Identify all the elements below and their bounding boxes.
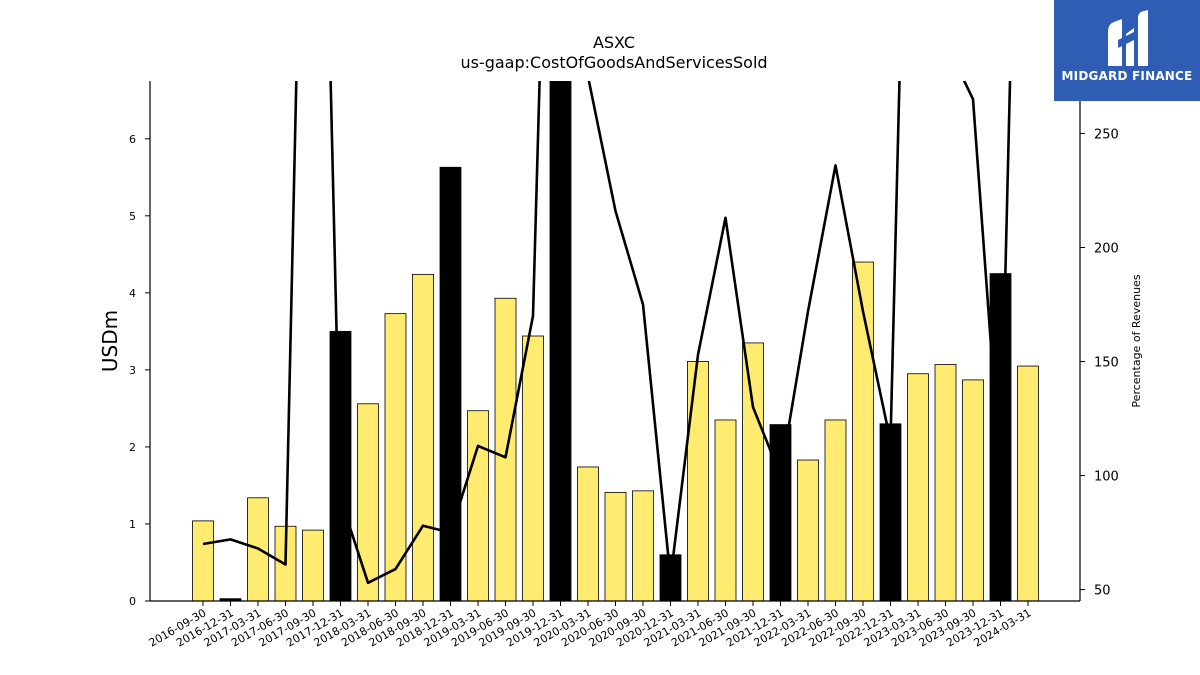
bar-2023-06-30: [934, 364, 957, 601]
midgard-logo-icon: [1108, 10, 1148, 66]
bar-2018-03-31: [357, 403, 379, 601]
y-tick-label: 3: [129, 364, 136, 377]
bar-2022-06-30: [824, 419, 847, 601]
y-tick-label: 6: [129, 133, 136, 146]
y-axis-label: USDm: [98, 310, 122, 372]
y-axis-right-label: Percentage of Revenues: [1130, 274, 1143, 407]
bar-2018-12-31: [439, 166, 462, 601]
bar-2020-06-30: [604, 491, 627, 601]
bar-series: [192, 81, 1039, 601]
y-tick-label: 2: [129, 441, 136, 454]
y-right-tick-label: 250: [1094, 127, 1119, 142]
chart-subtitle: us-gaap:CostOfGoodsAndServicesSold: [460, 53, 767, 72]
bar-2021-06-30: [714, 419, 737, 601]
bar-2020-03-31: [577, 466, 599, 601]
bar-2016-12-31: [219, 598, 242, 601]
bar-2019-09-30: [522, 335, 544, 601]
chart-title: ASXC: [593, 33, 635, 52]
y-tick-label: 5: [129, 210, 136, 223]
y-tick-label: 4: [129, 287, 136, 300]
bar-2021-09-30: [742, 342, 764, 601]
y-tick-label: 1: [129, 518, 136, 531]
bar-2022-03-31: [797, 459, 819, 601]
bar-2019-12-31: [549, 81, 572, 601]
midgard-finance-logo: MIDGARD FINANCE: [1054, 0, 1200, 101]
bar-2018-09-30: [412, 273, 434, 601]
y-right-tick-label: 50: [1094, 584, 1111, 599]
logo-text: MIDGARD FINANCE: [1061, 69, 1193, 83]
bar-2016-09-30: [192, 520, 214, 601]
bar-2023-09-30: [962, 379, 984, 601]
bar-2022-09-30: [852, 261, 874, 601]
y-right-tick-label: 100: [1094, 470, 1119, 485]
bar-2023-03-31: [907, 373, 929, 601]
bar-2017-09-30: [302, 529, 324, 601]
bar-2018-06-30: [384, 313, 407, 601]
bar-2022-12-31: [879, 423, 902, 601]
y-tick-label: 0: [129, 595, 136, 608]
y-right-tick-label: 150: [1094, 356, 1119, 371]
percentage-line: [202, 81, 1012, 585]
bar-2021-03-31: [687, 361, 709, 601]
bar-2020-09-30: [632, 490, 654, 601]
bar-2019-03-31: [467, 410, 489, 601]
bar-2024-03-31: [1017, 365, 1039, 601]
y-right-tick-label: 200: [1094, 241, 1119, 256]
bar-2019-06-30: [494, 297, 517, 601]
bar-2021-12-31: [769, 424, 792, 601]
